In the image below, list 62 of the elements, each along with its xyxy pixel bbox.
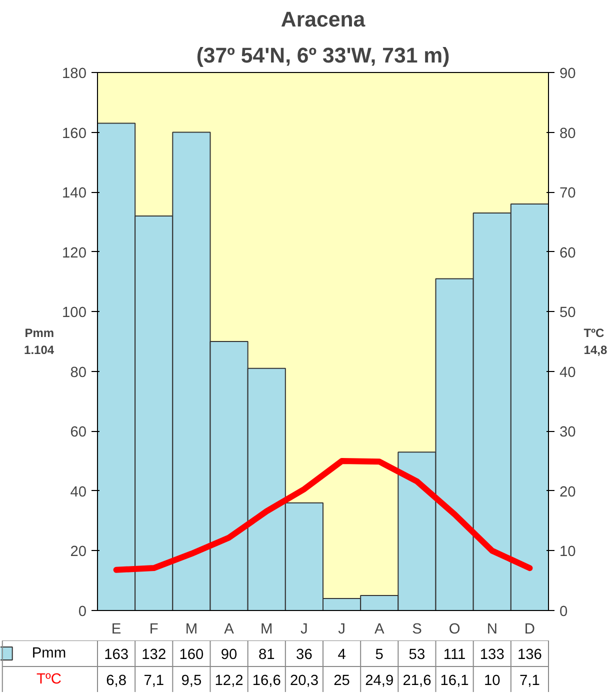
y2-tick-label: 10 [560, 544, 576, 560]
y2-tick-label: 0 [560, 604, 568, 620]
data-label: 90 [220, 647, 238, 663]
data-label: 136 [517, 647, 542, 663]
text: TºC [36, 672, 62, 688]
y2-tick-label: 40 [560, 364, 576, 381]
chart-title: Aracena [280, 8, 366, 32]
y-tick-label: 20 [70, 544, 87, 560]
x-tick-label: S [412, 622, 422, 638]
y-axis-title: Pmm 1.104 [24, 326, 54, 357]
y2-tick-label: 60 [560, 245, 576, 262]
data-label: 133 [480, 647, 504, 663]
data-label: 7,1 [144, 673, 164, 689]
data-label: 5 [375, 647, 384, 663]
x-tick-label: J [300, 622, 308, 638]
x-tick-label: N [486, 622, 498, 638]
x-tick-label: M [185, 622, 198, 638]
y2-tick-label: 90 [560, 66, 576, 82]
data-label: 7,1 [520, 673, 540, 689]
y-tick-label: 160 [62, 126, 87, 142]
x-tick-label: O [448, 622, 460, 638]
data-label: 20,3 [290, 673, 318, 689]
data-label: 6,8 [106, 673, 126, 689]
y-tick-label: 80 [70, 364, 87, 381]
chart-subtitle: (37º 54'N, 6º 33'W, 731 m) [196, 44, 450, 68]
y-tick-label: 0 [78, 604, 87, 620]
x-tick-label: M [260, 622, 273, 638]
data-label: 36 [296, 647, 312, 663]
x-tick-label: E [111, 622, 122, 638]
data-label: 81 [258, 647, 275, 663]
y-tick-label: 60 [70, 424, 87, 441]
y-tick-label: 180 [62, 66, 87, 82]
x-tick-label: J [338, 622, 346, 638]
y2-tick-label: 20 [560, 484, 576, 500]
y-tick-label: 140 [62, 186, 87, 202]
data-label: 132 [142, 647, 166, 663]
y-tick-label: 120 [62, 245, 87, 262]
y2-tick-label: 50 [560, 305, 576, 322]
data-label: 16,6 [252, 673, 281, 689]
data-label: 10 [484, 673, 500, 689]
data-label: 4 [338, 647, 346, 663]
data-label: 53 [408, 647, 426, 663]
y2-tick-label: 30 [560, 424, 576, 441]
data-label: 111 [443, 647, 466, 663]
legend-label: Pmm [32, 646, 66, 662]
x-tick-label: A [224, 622, 234, 638]
y-tick-label: 40 [70, 484, 87, 500]
data-label: 9,5 [181, 673, 202, 689]
data-label: 24,9 [365, 673, 394, 689]
data-label: 12,2 [214, 673, 244, 689]
y2-axis-title: TºC 14,8 [584, 326, 608, 357]
y2-tick-label: 70 [560, 186, 576, 202]
y-tick-label: 100 [62, 305, 87, 322]
x-tick-label: D [524, 622, 536, 638]
data-label: 163 [104, 647, 129, 663]
data-label: 160 [179, 647, 204, 663]
y2-tick-label: 80 [560, 126, 576, 142]
x-tick-label: A [374, 622, 384, 638]
data-label: 21,6 [402, 673, 432, 689]
data-label: 16,1 [440, 673, 469, 689]
x-tick-label: F [149, 622, 158, 638]
data-label: 25 [334, 673, 350, 689]
